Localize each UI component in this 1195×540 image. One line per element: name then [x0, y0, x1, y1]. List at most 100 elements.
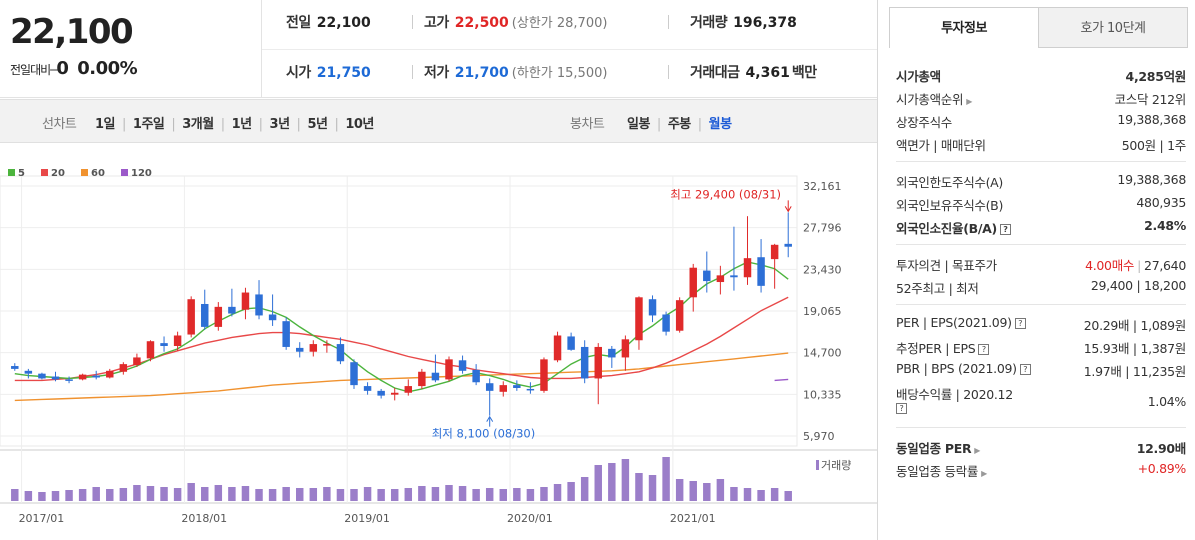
volume-bar	[485, 488, 494, 501]
opinion-row-value: 4.00매수 | 27,640	[1085, 258, 1186, 273]
help-icon[interactable]: ?	[1019, 364, 1031, 375]
info-row-a3-value: 500원 | 1주	[1121, 138, 1187, 153]
period-bar: 선차트 1일 | 1주일 | 3개월 | 1년 | 3년 | 5년 | 10년 봉차트 일봉 | 주봉 | 월봉	[0, 99, 877, 143]
dividend-row: 배당수익률 | 2020.12 1.04%?	[896, 382, 1186, 422]
line-option-0[interactable]: 1일	[95, 117, 116, 132]
volume-bar	[377, 489, 385, 501]
valuation-row-1: 추정PER | EPS? 15.93배 | 1,387원	[896, 336, 1186, 359]
candle-option-0[interactable]: 일봉	[627, 117, 650, 132]
candle-body	[201, 303, 209, 327]
volume-bar	[689, 481, 697, 501]
line-option-4[interactable]: 3년	[269, 117, 291, 132]
volume-bar	[133, 485, 141, 501]
info-row-b0-value: 19,388,368	[1117, 172, 1186, 187]
candle-body	[621, 339, 630, 358]
candle-body	[350, 362, 358, 386]
legend-label-2: 60	[91, 168, 105, 179]
candle-option-1[interactable]: 주봉	[667, 117, 691, 132]
line-option-6[interactable]: 10년	[345, 117, 374, 132]
volume-bar	[268, 489, 277, 501]
legend-swatch	[81, 169, 88, 176]
candle-body	[51, 376, 60, 380]
line-option-1[interactable]: 1주일	[132, 117, 165, 132]
info-tabs: 투자정보 호가 10단계	[889, 7, 1188, 48]
option-divider: |	[171, 117, 176, 132]
week52-row: 52주최고 | 최저 29,400 | 18,200	[896, 276, 1186, 299]
arrow-right-icon[interactable]: ▶	[974, 446, 981, 455]
ma20-line	[14, 296, 789, 382]
volume-bar	[540, 487, 548, 501]
price-chart: 5 20 60 120 32,161 27,796 23,430 19,065 14,700 10…	[0, 168, 877, 525]
legend-label-3: 120	[131, 168, 152, 179]
line-option-2[interactable]: 3개월	[182, 117, 214, 132]
volume-bar	[92, 487, 100, 501]
info-row-a2: 상장주식수 19,388,368	[896, 110, 1186, 133]
line-option-5[interactable]: 5년	[307, 117, 328, 132]
volume-bar	[363, 487, 372, 501]
candle-body	[689, 267, 697, 298]
legend-label-0: 5	[18, 168, 25, 179]
volume-bar	[336, 489, 345, 501]
volume-bar	[499, 489, 507, 501]
volume-bar	[675, 479, 684, 501]
info-row-a3: 액면가 | 매매단위 500원 | 1주	[896, 133, 1186, 156]
help-icon[interactable]: ?	[999, 224, 1011, 235]
change-pct: 0.00%	[77, 58, 138, 79]
y-tick-label: 10,335	[803, 388, 842, 401]
candle-body	[770, 244, 779, 260]
candle-body	[228, 306, 236, 314]
volume-bar	[594, 465, 602, 501]
candle-body	[78, 374, 87, 380]
y-tick-label: 23,430	[803, 263, 842, 276]
volume-bar	[65, 490, 73, 501]
option-divider: |	[656, 117, 661, 132]
invest-info-panel: 투자정보 호가 10단계 시가총액 4,285억원 시가총액순위 ▶ 코스닥 212위 상…	[877, 0, 1195, 540]
section-divider	[896, 427, 1186, 428]
help-icon[interactable]: ?	[896, 403, 907, 414]
candle-body	[730, 275, 738, 278]
open-price: 시가 21,750	[286, 65, 371, 81]
info-row-a1-value: 코스닥 212위	[1114, 92, 1187, 107]
candle-body	[445, 359, 453, 380]
peer-change-row-value: +0.89%	[1137, 461, 1187, 476]
candle-option-2[interactable]: 월봉	[708, 117, 732, 132]
line-option-3[interactable]: 1년	[231, 117, 253, 132]
volume-legend-swatch	[816, 460, 819, 470]
y-tick-label: 5,970	[803, 430, 835, 443]
volume-bar	[38, 492, 46, 501]
volume-bar	[770, 488, 779, 501]
y-tick-label: 27,796	[803, 222, 842, 235]
info-row-a1-label: 시가총액순위 ▶	[896, 92, 973, 107]
candle-body	[24, 370, 33, 374]
volume-bar	[703, 483, 711, 501]
candle-body	[160, 343, 168, 346]
info-row-a0-label: 시가총액	[896, 69, 941, 84]
candle-body	[187, 299, 195, 335]
peer-per-row-label: 동일업종 PER ▶	[896, 441, 981, 456]
volume-bar	[323, 487, 331, 501]
help-icon[interactable]: ?	[978, 344, 990, 355]
price-box: 22,100 전일대비━0 0.00%	[0, 0, 262, 98]
candle-body	[553, 335, 562, 361]
volume-bar	[282, 487, 290, 501]
legend-label-1: 20	[51, 168, 65, 179]
volume-bar	[201, 487, 209, 501]
volume-bar	[472, 489, 480, 501]
candle-body	[214, 306, 223, 327]
option-divider: |	[122, 117, 126, 132]
candle-body	[635, 297, 643, 341]
section-divider	[896, 244, 1186, 245]
peer-per-row: 동일업종 PER ▶ 12.90배	[896, 436, 1186, 459]
volume-bar	[255, 489, 263, 501]
arrow-right-icon[interactable]: ▶	[981, 469, 987, 478]
help-icon[interactable]: ?	[1014, 318, 1026, 329]
volume-bar	[526, 489, 535, 501]
candle-body	[499, 385, 507, 392]
info-row-b1-label: 외국인보유주식수(B)	[896, 198, 1004, 213]
candle-body	[323, 344, 331, 346]
arrow-right-icon[interactable]: ▶	[966, 97, 973, 106]
tab-invest-info[interactable]: 투자정보	[889, 7, 1039, 48]
candle-body	[703, 270, 711, 282]
invest-info-list: 시가총액 4,285억원 시가총액순위 ▶ 코스닥 212위 상장주식수 19,388,36…	[896, 64, 1186, 482]
tab-order-book[interactable]: 호가 10단계	[1038, 7, 1188, 48]
